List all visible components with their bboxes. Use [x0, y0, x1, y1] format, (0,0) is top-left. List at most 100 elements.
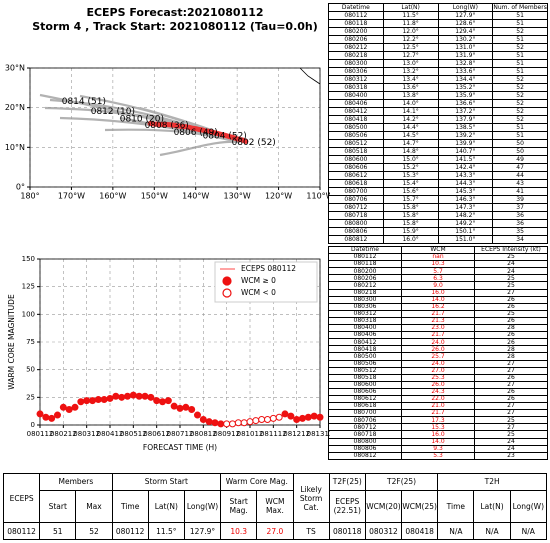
- wcm-point: [304, 413, 312, 421]
- wcm-point: [194, 411, 201, 419]
- wcm-point: [240, 419, 248, 427]
- table-cell: 080300: [328, 59, 384, 68]
- table-row: 080700 21.7 27: [328, 409, 548, 418]
- table-cell: 15.7°: [382, 195, 439, 204]
- y-tick-label: 150: [22, 255, 35, 263]
- table-row: 080518 25.3 26: [328, 373, 548, 382]
- x-tick-label: 180°: [20, 192, 39, 201]
- table-cell: 080418: [328, 115, 384, 124]
- table-cell: 11.5°: [382, 11, 439, 20]
- table-cell: 080600: [328, 155, 384, 164]
- table-cell: 080612: [328, 394, 402, 404]
- table-cell: T2F(25): [364, 473, 439, 491]
- table-cell: 080506: [328, 131, 384, 140]
- table-cell: 140.7°: [437, 147, 494, 156]
- table-cell: Datetime: [328, 3, 384, 12]
- table-cell: 149.2°: [437, 219, 494, 228]
- table-cell: Storm Start: [111, 473, 222, 491]
- table-cell: 15.8°: [382, 203, 439, 212]
- table-cell: 25: [474, 430, 548, 439]
- table-cell: 26.0: [401, 380, 475, 389]
- table-cell: 135.2°: [437, 83, 494, 92]
- table-cell: 27: [474, 409, 548, 418]
- table-row: 080200 5.7 24: [328, 267, 548, 276]
- table-row: 080306 13.2° 133.6° 51: [328, 67, 548, 76]
- table-row: 080718 16.0 25: [328, 430, 548, 439]
- table-cell: 14.4°: [382, 123, 439, 132]
- table-cell: 129.4°: [437, 27, 494, 36]
- table-cell: 27: [474, 402, 548, 411]
- table-cell: 130.2°: [437, 35, 494, 44]
- table-row: 080218 16.0 27: [328, 288, 548, 297]
- x-tick-label: 080112: [27, 430, 54, 438]
- table-row: 080806 15.9° 150.1° 35: [328, 227, 548, 236]
- table-row: 080512 27.0 27: [328, 366, 548, 375]
- table-cell: 51: [492, 59, 548, 68]
- charts: ECEPS Forecast:2021080112 Storm 4 , Trac…: [5, 6, 330, 452]
- table-cell: 135.9°: [437, 91, 494, 100]
- legend-label: ECEPS 080112: [241, 264, 296, 273]
- track-label: 0806 (49): [174, 128, 218, 138]
- wcm-point: [199, 415, 207, 423]
- y-tick-label: 20°N: [5, 103, 25, 112]
- table-cell: 148.2°: [437, 211, 494, 220]
- table-row: 080112 11.5° 127.9° 51: [328, 11, 548, 20]
- table-row: 080206 12.2° 130.2° 51: [328, 35, 548, 44]
- x-tick-label: 081112: [260, 430, 287, 438]
- wcm-point: [176, 404, 184, 412]
- table-cell: WCM Max.: [256, 489, 294, 524]
- table-cell: 080306: [328, 302, 402, 311]
- table-cell: 13.2°: [382, 67, 439, 76]
- table-cell: 080300: [328, 295, 402, 304]
- table-row: 080200 12.0° 129.4° 52: [328, 27, 548, 36]
- table-cell: 080800: [328, 437, 402, 446]
- wcm-point: [293, 415, 301, 423]
- wcm-point: [94, 396, 102, 404]
- table-cell: 13.4°: [382, 75, 439, 84]
- table-cell: 10.3: [220, 522, 258, 540]
- table-row: 080606 15.2° 142.4° 47: [328, 163, 548, 172]
- table-row: 080600 26.0 27: [328, 380, 548, 389]
- table-cell: 144.3°: [437, 179, 494, 188]
- wcm-point: [223, 420, 231, 428]
- table-cell: 080806: [328, 227, 384, 236]
- track-label: 0802 (52): [232, 138, 276, 148]
- table-cell: 25: [474, 281, 548, 290]
- table-cell: 26: [474, 331, 548, 340]
- table-row: 080312 13.4° 134.4° 52: [328, 75, 548, 84]
- table-row: 080518 14.8° 140.7° 50: [328, 147, 548, 156]
- table-row: 080406 14.0° 136.6° 52: [328, 99, 548, 108]
- wcm-point: [48, 414, 56, 422]
- x-tick-label: 080612: [143, 430, 170, 438]
- y-tick-label: 50: [26, 366, 35, 374]
- wcm-table: Datetime WCM ECEPS Intensity (kt) 080112 nan…: [328, 245, 548, 460]
- table-cell: 44: [492, 171, 548, 180]
- table-row: 080412 24.0 26: [328, 338, 548, 347]
- table-cell: 24: [474, 444, 548, 453]
- table-row: 080500 25.7 28: [328, 352, 548, 361]
- table-cell: 14.0: [401, 437, 475, 446]
- wcm-point: [106, 394, 114, 402]
- plot-frame: [39, 258, 321, 426]
- wcm-point: [170, 402, 178, 410]
- table-cell: 47: [492, 163, 548, 172]
- table-cell: 14.7°: [382, 139, 439, 148]
- wcm-point: [275, 413, 283, 421]
- table-cell: 080812: [328, 235, 384, 244]
- table-cell: 51: [492, 11, 548, 20]
- table-cell: 080118: [328, 260, 402, 269]
- table-cell: 080512: [328, 366, 402, 375]
- table-cell: 17.3: [401, 416, 475, 425]
- table-cell: 52: [492, 107, 548, 116]
- table-cell: 14.0°: [382, 99, 439, 108]
- wcm-point: [89, 397, 96, 405]
- table-cell: 9.0: [401, 281, 475, 290]
- table-cell: 080806: [328, 444, 402, 453]
- wcm-point: [287, 412, 295, 420]
- table-row: 080812 5.3 23: [328, 451, 548, 460]
- y-tick-label: 75: [26, 338, 35, 346]
- summary-table: ECEPS Members Storm Start Warm Core Mag. Lik…: [2, 472, 548, 540]
- x-tick-label: 080712: [167, 430, 194, 438]
- table-row: 080618 21.0 27: [328, 402, 548, 411]
- table-cell: 080700: [328, 187, 384, 196]
